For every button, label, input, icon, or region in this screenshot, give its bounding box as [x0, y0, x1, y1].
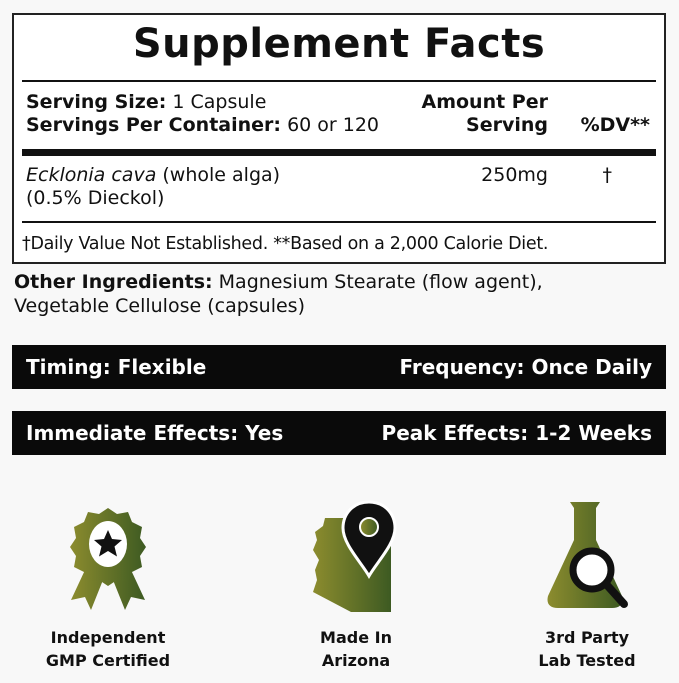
effects-bar: Immediate Effects: Yes Peak Effects: 1-2…	[12, 411, 666, 455]
servings-label: Servings Per Container:	[26, 114, 282, 136]
flask-magnifier-icon	[547, 502, 628, 608]
frequency-text: Frequency: Once Daily	[399, 355, 653, 379]
other-ingredients-line2: Vegetable Cellulose (capsules)	[14, 295, 305, 317]
badge-line2: Arizona	[321, 651, 391, 670]
thick-divider	[22, 149, 656, 156]
ingredient-dv: †	[602, 164, 613, 186]
supplement-facts-panel: Supplement Facts Serving Size: 1 Capsule…	[12, 13, 666, 264]
timing-text: Timing: Flexible	[26, 355, 207, 379]
other-ingredients-line1: Magnesium Stearate (flow agent),	[218, 271, 543, 293]
badge-gmp: Independent GMP Certified	[8, 500, 208, 672]
badge-lab-tested: 3rd Party Lab Tested	[487, 500, 679, 672]
badge-line2: Lab Tested	[538, 651, 636, 670]
serving-size-value: 1 Capsule	[172, 91, 267, 113]
serving-size: Serving Size: 1 Capsule	[26, 91, 266, 114]
facts-title: Supplement Facts	[132, 21, 546, 67]
servings-per-container: Servings Per Container: 60 or 120	[26, 114, 379, 137]
badge-arizona-label: Made In Arizona	[256, 626, 456, 672]
ingredient-desc: (whole alga)	[162, 164, 281, 186]
other-ingredients: Other Ingredients: Magnesium Stearate (f…	[14, 270, 543, 318]
ingredient-amount: 250mg	[481, 164, 548, 186]
badge-gmp-label: Independent GMP Certified	[8, 626, 208, 672]
badge-line1: 3rd Party	[544, 628, 630, 647]
serving-size-label: Serving Size:	[26, 91, 167, 113]
dv-header: %DV**	[580, 114, 650, 136]
badge-line2: GMP Certified	[45, 651, 171, 670]
amount-header-line2: Serving	[466, 114, 548, 136]
arizona-map-pin-icon	[313, 500, 397, 612]
amount-header-line1: Amount Per	[421, 91, 549, 113]
other-ingredients-label: Other Ingredients:	[14, 271, 213, 293]
badge-lab-label: 3rd Party Lab Tested	[487, 626, 679, 672]
amount-header: Amount Per Serving	[422, 91, 549, 137]
badge-arizona: Made In Arizona	[256, 500, 456, 672]
award-ribbon-star-icon	[70, 508, 146, 610]
ingredient-standardization: (0.5% Dieckol)	[26, 187, 165, 209]
ingredient-name: Ecklonia cava (whole alga)	[26, 164, 280, 187]
footnote: †Daily Value Not Established. **Based on…	[22, 234, 549, 254]
ingredient-latin: Ecklonia cava	[26, 164, 157, 186]
badge-line1: Independent	[50, 628, 166, 647]
immediate-effects-text: Immediate Effects: Yes	[26, 421, 284, 445]
timing-frequency-bar: Timing: Flexible Frequency: Once Daily	[12, 345, 666, 389]
servings-value: 60 or 120	[287, 114, 380, 136]
divider	[22, 221, 656, 223]
badge-line1: Made In	[320, 628, 392, 647]
divider	[22, 80, 656, 82]
peak-effects-text: Peak Effects: 1-2 Weeks	[381, 421, 652, 445]
